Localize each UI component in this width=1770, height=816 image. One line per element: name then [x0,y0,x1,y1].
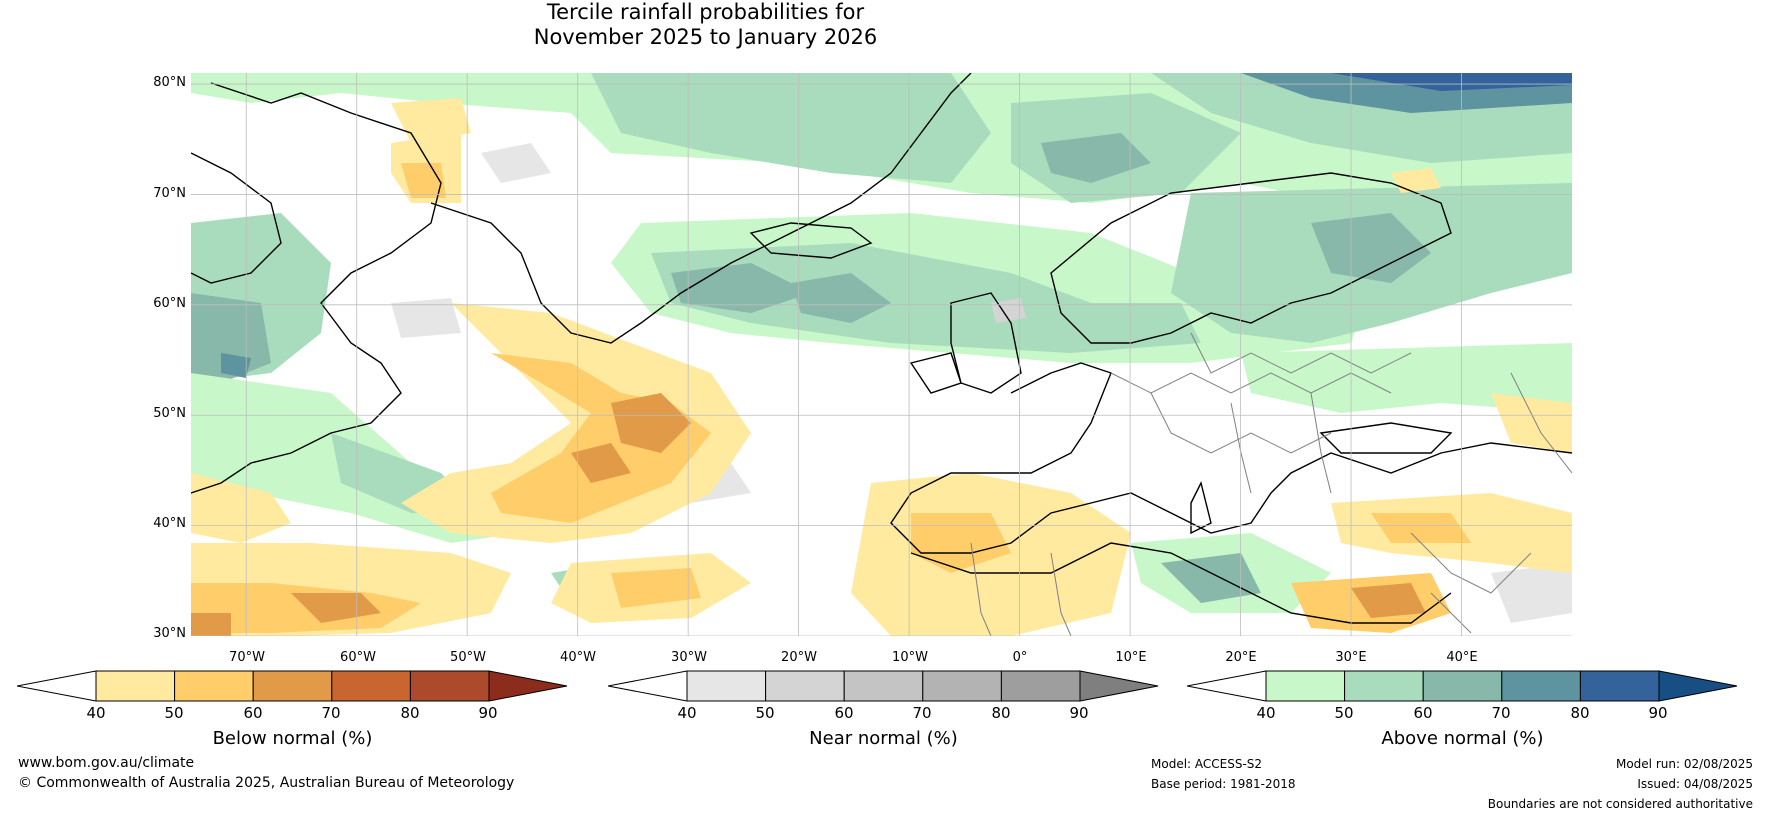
near-tick-50: 50 [755,704,775,722]
colorbar-segment [1344,670,1424,702]
colorbar-segment [174,670,254,702]
below-tick-90: 90 [478,704,498,722]
lon-label-10w: 10°W [892,650,928,665]
lon-label-10e: 10°E [1115,650,1147,665]
near-tick-60: 60 [834,704,854,722]
colorbar-segment [1265,670,1346,702]
above-tick-60: 60 [1413,704,1433,722]
above-normal-title: Above normal (%) [1381,728,1544,749]
below-tick-40: 40 [86,704,106,722]
map-title-line1: Tercile rainfall probabilities for [546,0,865,24]
graticule [191,73,1572,636]
footer-disclaimer: Boundaries are not considered authoritat… [1487,797,1753,811]
lon-label-20w: 20°W [781,650,817,665]
lon-label-50w: 50°W [450,650,486,665]
lon-label-60w: 60°W [340,650,376,665]
footer-website: www.bom.gov.au/climate [18,755,195,771]
country-borders [970,332,1572,636]
colorbar-segment [765,670,845,702]
lat-label-80n: 80°N [153,75,186,90]
below-tick-60: 60 [243,704,263,722]
footer-model: Model: ACCESS-S2 [1151,757,1263,771]
colorbar-under-triangle [17,670,97,702]
rainfall-probability-map [191,73,1572,636]
colorbar-over-triangle [1079,670,1159,702]
colorbar-segment [686,670,767,702]
lon-label-0: 0° [1012,650,1028,665]
colorbar-below-normal-scale [17,670,568,702]
lon-label-30w: 30°W [671,650,707,665]
colorbar-segment [843,670,924,702]
lat-label-60n: 60°N [153,296,186,311]
above-tick-70: 70 [1491,704,1511,722]
near-tick-40: 40 [677,704,697,722]
colorbar-segment [1422,670,1503,702]
above-tick-50: 50 [1334,704,1354,722]
map-title: Tercile rainfall probabilities for Novem… [0,0,1411,50]
footer-copyright: © Commonwealth of Australia 2025, Austra… [18,775,515,791]
lat-label-70n: 70°N [153,186,186,201]
lon-label-20e: 20°E [1225,650,1257,665]
footer-base-period: Base period: 1981-2018 [1151,777,1296,791]
colorbar-under-triangle [608,670,688,702]
above-tick-90: 90 [1648,704,1668,722]
colorbar-near-normal-scale [608,670,1159,702]
near-tick-80: 80 [991,704,1011,722]
lon-label-70w: 70°W [229,650,265,665]
lon-label-30e: 30°E [1335,650,1367,665]
lon-label-40w: 40°W [560,650,596,665]
colorbar-above-normal-scale [1187,670,1738,702]
colorbar-over-triangle [1658,670,1738,702]
footer-model-run: Model run: 02/08/2025 [1615,757,1753,771]
footer-issued: Issued: 04/08/2025 [1637,777,1753,791]
above-tick-40: 40 [1256,704,1276,722]
lat-label-40n: 40°N [153,516,186,531]
map-title-line2: November 2025 to January 2026 [533,25,878,49]
below-tick-70: 70 [321,704,341,722]
colorbar-segment [252,670,333,702]
lat-label-50n: 50°N [153,406,186,421]
above-tick-80: 80 [1570,704,1590,722]
lat-label-30n: 30°N [153,626,186,641]
colorbar-segment [331,670,411,702]
below-normal-title: Below normal (%) [212,728,373,749]
colorbar-segment [1579,670,1660,702]
near-normal-title: Near normal (%) [809,728,958,749]
colorbar-segment [922,670,1002,702]
colorbar-segment [409,670,490,702]
colorbar-over-triangle [488,670,568,702]
below-normal-field [191,98,1572,636]
coastlines [191,73,1572,624]
below-tick-80: 80 [400,704,420,722]
below-tick-50: 50 [164,704,184,722]
colorbar-segment [1000,670,1081,702]
near-tick-90: 90 [1069,704,1089,722]
near-tick-70: 70 [912,704,932,722]
colorbar-segment [1501,670,1581,702]
colorbar-segment [95,670,176,702]
colorbar-under-triangle [1187,670,1267,702]
lon-label-40e: 40°E [1446,650,1478,665]
